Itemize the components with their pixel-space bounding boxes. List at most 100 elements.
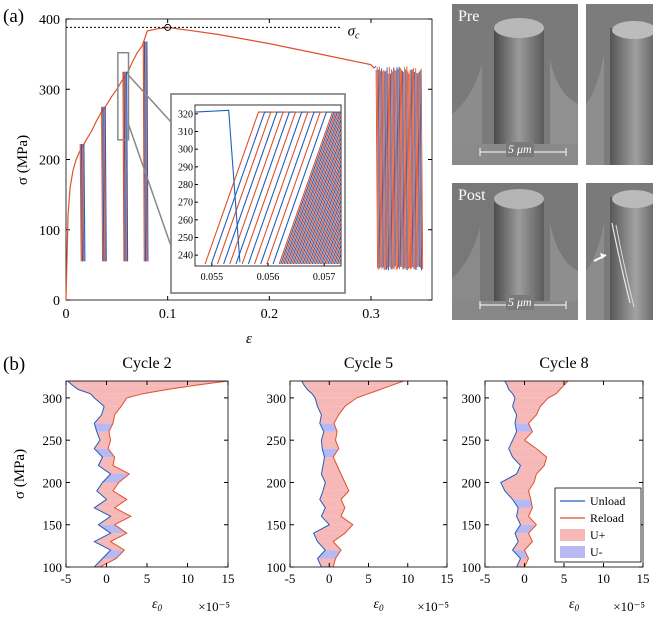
sem-photo-pre-right [586, 4, 653, 165]
main-y-tick-label: 200 [39, 154, 60, 169]
cycle-line [143, 41, 147, 262]
inset-y-tick-label: 300 [178, 145, 193, 156]
panel-label-a: (a) [3, 6, 24, 27]
inset-trace-line [285, 111, 341, 265]
legend-entry-label: U+ [590, 528, 606, 542]
cycle-line [123, 71, 126, 262]
serration-line [400, 69, 404, 270]
area-segment [319, 414, 339, 424]
subplot-y-tick-label: 150 [267, 518, 287, 533]
area-segment [98, 465, 130, 474]
legend-entry-label: Unload [590, 494, 625, 508]
main-x-tick-label: 0.3 [362, 307, 380, 322]
unload-series-line [67, 381, 112, 567]
serration-line [386, 67, 390, 271]
inset-trace-line [310, 175, 341, 265]
slip-line-2 [615, 224, 635, 308]
area-segment [321, 516, 353, 525]
main-x-label: ε [246, 331, 252, 347]
subplot-y-tick-label: 300 [43, 391, 63, 406]
area-segment [321, 431, 338, 441]
drop-line [373, 65, 377, 69]
serration-line [417, 73, 420, 268]
subplot-title-cycle: Cycle 2 [122, 355, 171, 372]
serration-line [416, 72, 419, 267]
area-segment [301, 381, 404, 386]
sigma-c-marker [164, 23, 172, 31]
area-segment [317, 406, 345, 415]
area-segment [304, 385, 393, 390]
subplot-y-tick-label: 250 [462, 433, 482, 448]
serration-line [408, 73, 412, 270]
subplot-y-tick-label: 300 [462, 391, 482, 406]
serration-line [380, 70, 383, 269]
subplot-title-cycle: Cycle 5 [344, 355, 393, 372]
subplot-y-tick-label: 100 [267, 560, 287, 575]
area-segment [322, 448, 339, 458]
serration-line [393, 67, 396, 267]
inset-y-tick-label: 260 [178, 215, 193, 226]
area-segment [96, 431, 111, 441]
area-segment [515, 524, 537, 534]
main-y-tick-label: 400 [39, 13, 60, 28]
subplot-x-tick-label: 5 [561, 571, 568, 586]
serration-line [384, 71, 387, 270]
envelope-curve [65, 26, 375, 301]
area-segment [512, 457, 547, 466]
serration-line [385, 70, 388, 269]
area-segment [504, 381, 568, 386]
serration-line [387, 73, 391, 267]
serration-line [396, 67, 399, 268]
serration-line [383, 70, 386, 270]
area-segment [317, 558, 336, 567]
area-segment [321, 507, 345, 517]
legend-entry-label: U- [590, 545, 603, 559]
inset-trace-line [319, 202, 341, 265]
subplot-x-tick-label: -5 [285, 571, 296, 586]
inset-trace-line [307, 167, 341, 265]
subplot-y-label: σ (MPa) [12, 449, 28, 499]
zoom-connector-top [127, 74, 172, 123]
inset-trace-line [291, 122, 341, 265]
area-segment [94, 558, 117, 567]
serration-line [392, 71, 395, 270]
subplot-x-tick-label: 5 [365, 571, 372, 586]
serration-line [413, 68, 416, 270]
subplot-y-tick-label: 250 [43, 433, 63, 448]
inset-trace-line [308, 171, 341, 265]
panel-label-b: (b) [3, 354, 25, 375]
subplot-x-label: ε0 [152, 597, 163, 613]
area-segment [319, 490, 349, 500]
inset-y-tick-label: 280 [178, 180, 193, 191]
slip-line-1 [611, 222, 631, 304]
area-segment [515, 414, 537, 424]
micropillar-post-right [586, 183, 653, 320]
inset-trace-line [300, 149, 341, 265]
area-segment [315, 397, 357, 407]
subplot-x-tick-label: 15 [441, 571, 454, 586]
serrated-region [375, 66, 424, 271]
subplot-x-tick-label: -5 [61, 571, 72, 586]
area-segment [512, 397, 549, 407]
subplot-x-tick-label: 15 [222, 571, 235, 586]
inset-trace-line [292, 126, 341, 265]
serration-line [404, 67, 407, 270]
inset-trace-line [311, 180, 341, 265]
serration-line [378, 66, 382, 267]
main-x-tick-label: 0.1 [159, 307, 177, 322]
inset-first-loop [195, 109, 241, 263]
area-segment [307, 389, 381, 394]
inset-y-tick-label: 270 [178, 198, 193, 209]
subplot-y-tick-label: 200 [462, 475, 482, 490]
inset-trace-line [302, 153, 341, 265]
area-segment [516, 507, 533, 517]
subplot-y-tick-label: 300 [267, 391, 287, 406]
inset-trace-line [303, 158, 341, 265]
serration-line [420, 68, 424, 270]
subplot-axes-box [289, 380, 448, 568]
cycle-line [126, 71, 129, 262]
cycle-line [79, 144, 82, 262]
serration-line [397, 68, 401, 270]
subplot-exponent-label: ×10⁻⁵ [198, 599, 230, 614]
area-segment [94, 507, 131, 517]
